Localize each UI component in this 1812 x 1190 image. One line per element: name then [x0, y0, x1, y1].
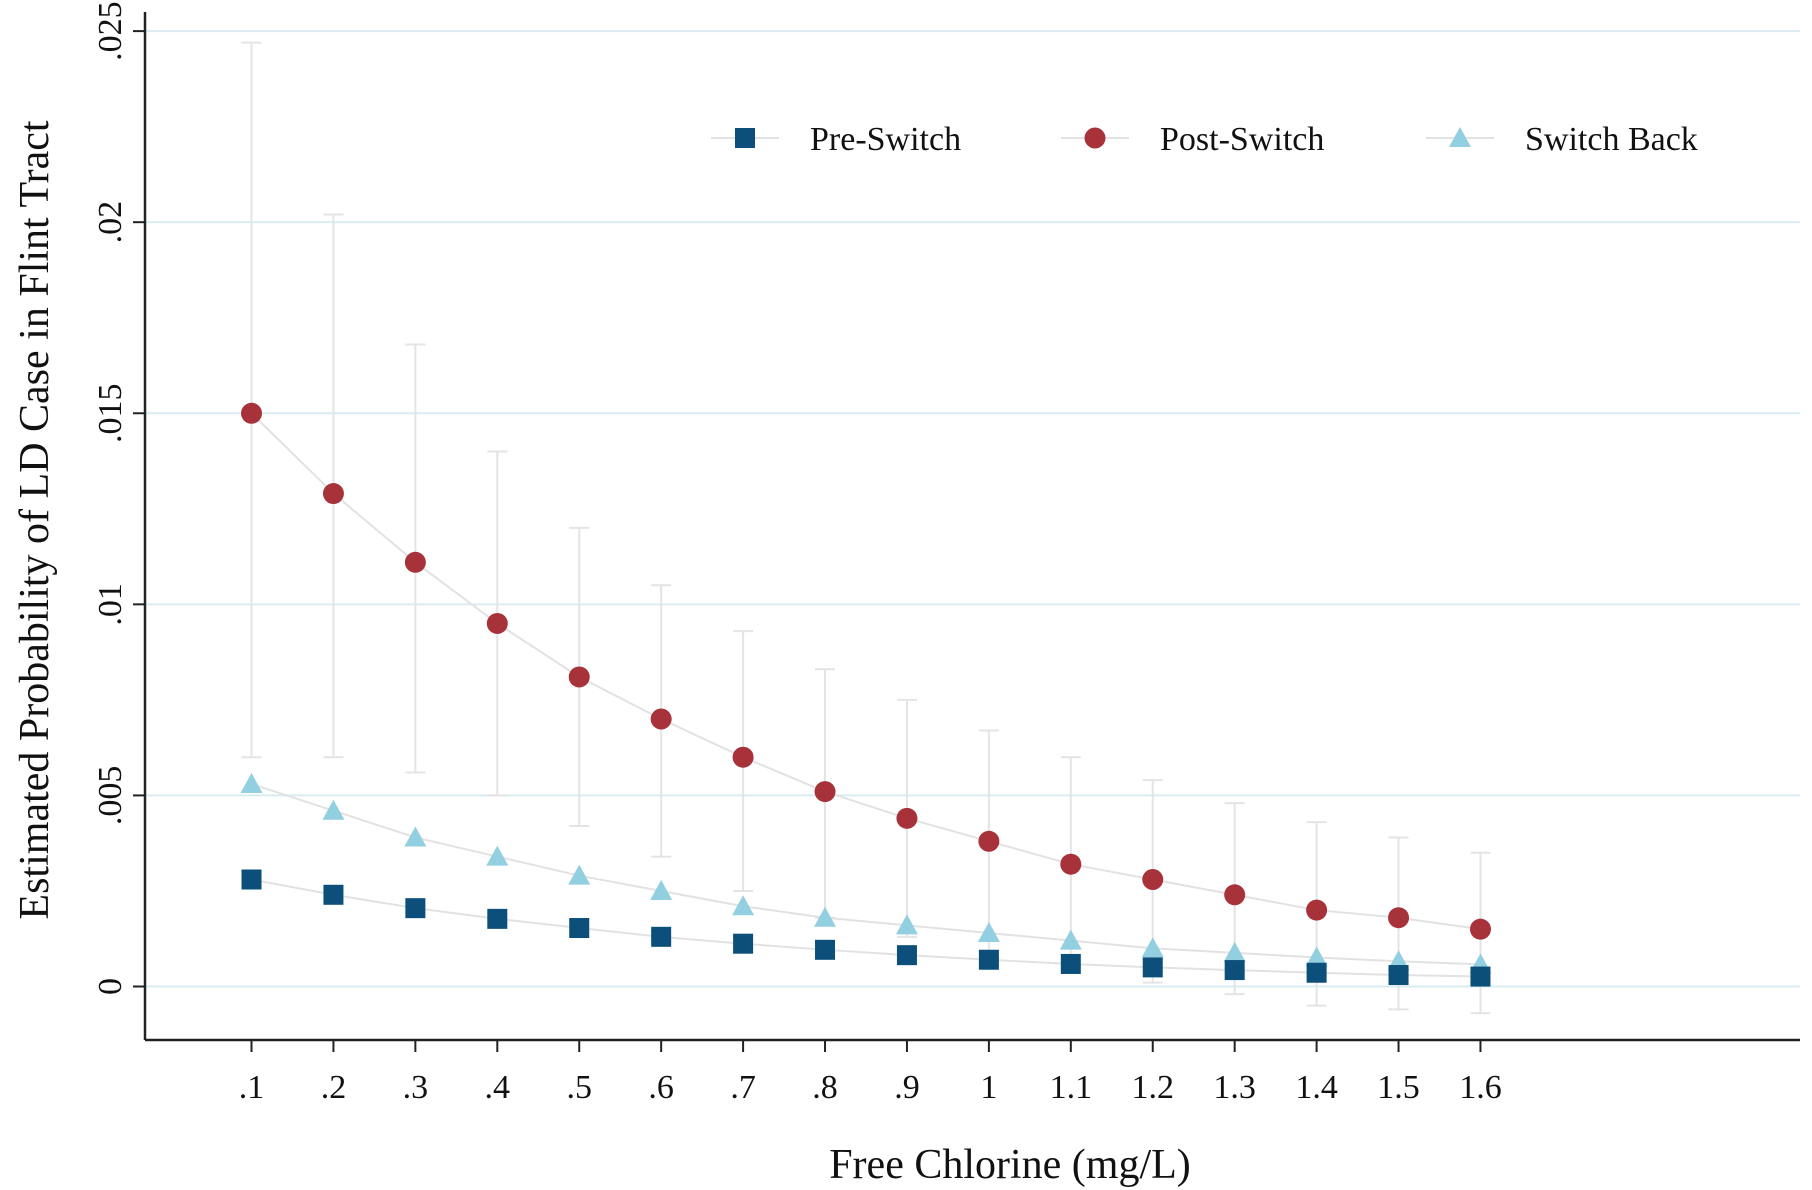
point-triangle — [1059, 929, 1082, 950]
point-circle — [1060, 853, 1082, 875]
point-square — [978, 949, 999, 970]
point-circle — [732, 746, 754, 768]
point-square — [323, 884, 344, 905]
x-tick-label: 1.5 — [1377, 1069, 1420, 1106]
point-square — [651, 926, 672, 947]
point-triangle — [814, 906, 837, 927]
legend-label: Post-Switch — [1160, 121, 1324, 158]
x-tick-label: .3 — [403, 1069, 429, 1106]
x-tick-label: .9 — [894, 1069, 920, 1106]
point-triangle — [404, 826, 427, 847]
point-circle — [404, 551, 426, 573]
point-circle — [1224, 884, 1246, 906]
point-circle — [650, 708, 672, 730]
point-triangle — [486, 845, 509, 866]
point-circle — [1388, 907, 1410, 929]
point-square — [1306, 962, 1327, 983]
series-line — [251, 783, 1481, 966]
x-tick-label: .2 — [321, 1069, 347, 1106]
legend: Pre-Switch Post-Switch Switch Back — [711, 121, 1698, 158]
y-axis-title: Estimated Probability of LD Case in Flin… — [12, 120, 58, 919]
x-tick-label: 1.2 — [1131, 1069, 1174, 1106]
x-tick-label: 1.3 — [1213, 1069, 1256, 1106]
point-circle — [568, 666, 590, 688]
series-lines — [250, 412, 1481, 978]
x-tick-label: 1 — [980, 1069, 997, 1106]
series-line — [250, 412, 1481, 931]
x-tick-label: 1.1 — [1050, 1069, 1093, 1106]
legend-label: Switch Back — [1525, 121, 1698, 158]
point-square — [733, 933, 754, 954]
point-circle — [241, 402, 263, 424]
point-circle — [1142, 868, 1164, 890]
point-square — [1142, 957, 1163, 978]
point-circle — [486, 612, 508, 634]
tick-labels: 0 .005 .01 .015 .02 .025 .1 .2 .3 .4 .5 .6 .7 .8 .9 1 1.… — [92, 1, 1502, 1106]
x-axis-title: Free Chlorine (mg/L) — [829, 1142, 1191, 1188]
y-tick-label: .01 — [92, 583, 129, 626]
point-triangle — [1223, 941, 1246, 962]
point-square — [405, 898, 426, 919]
error-bars — [241, 41, 1491, 1015]
point-circle — [322, 483, 344, 505]
point-square — [1224, 960, 1245, 981]
point-square — [569, 918, 590, 939]
x-tick-label: .5 — [566, 1069, 592, 1106]
grid — [145, 30, 1800, 988]
y-tick-label: .02 — [92, 201, 129, 244]
point-square — [1470, 966, 1491, 987]
legend-marker — [735, 128, 755, 148]
legend-marker — [1084, 127, 1106, 149]
point-triangle — [240, 772, 263, 793]
point-circle — [1469, 918, 1491, 940]
x-tick-label: .6 — [648, 1069, 674, 1106]
legend-label: Pre-Switch — [810, 121, 961, 158]
y-tick-label: .015 — [92, 384, 129, 444]
point-triangle — [977, 921, 1000, 942]
point-triangle — [1141, 937, 1164, 958]
point-triangle — [732, 895, 755, 916]
point-square — [241, 869, 262, 890]
y-tick-label: .005 — [92, 766, 129, 826]
x-tick-label: .7 — [730, 1069, 756, 1106]
legend-marker — [1449, 127, 1471, 147]
point-square — [1388, 965, 1409, 986]
x-tick-label: 1.4 — [1295, 1069, 1338, 1106]
series-markers — [240, 402, 1492, 987]
point-triangle — [1305, 946, 1328, 967]
point-triangle — [568, 864, 591, 885]
axes — [133, 12, 1800, 1052]
point-square — [487, 908, 508, 929]
point-triangle — [895, 914, 918, 935]
point-square — [1060, 953, 1081, 974]
point-triangle — [322, 799, 345, 820]
x-tick-label: .4 — [485, 1069, 511, 1106]
x-tick-label: 1.6 — [1459, 1069, 1502, 1106]
point-square — [896, 945, 917, 966]
point-circle — [978, 830, 1000, 852]
point-square — [815, 939, 836, 960]
point-triangle — [650, 879, 673, 900]
y-tick-label: .025 — [92, 1, 129, 61]
point-circle — [896, 807, 918, 829]
x-tick-label: .8 — [812, 1069, 838, 1106]
y-tick-label: 0 — [92, 978, 129, 995]
point-circle — [814, 781, 836, 803]
series-line — [251, 878, 1481, 978]
x-tick-label: .1 — [239, 1069, 265, 1106]
point-circle — [1306, 899, 1328, 921]
